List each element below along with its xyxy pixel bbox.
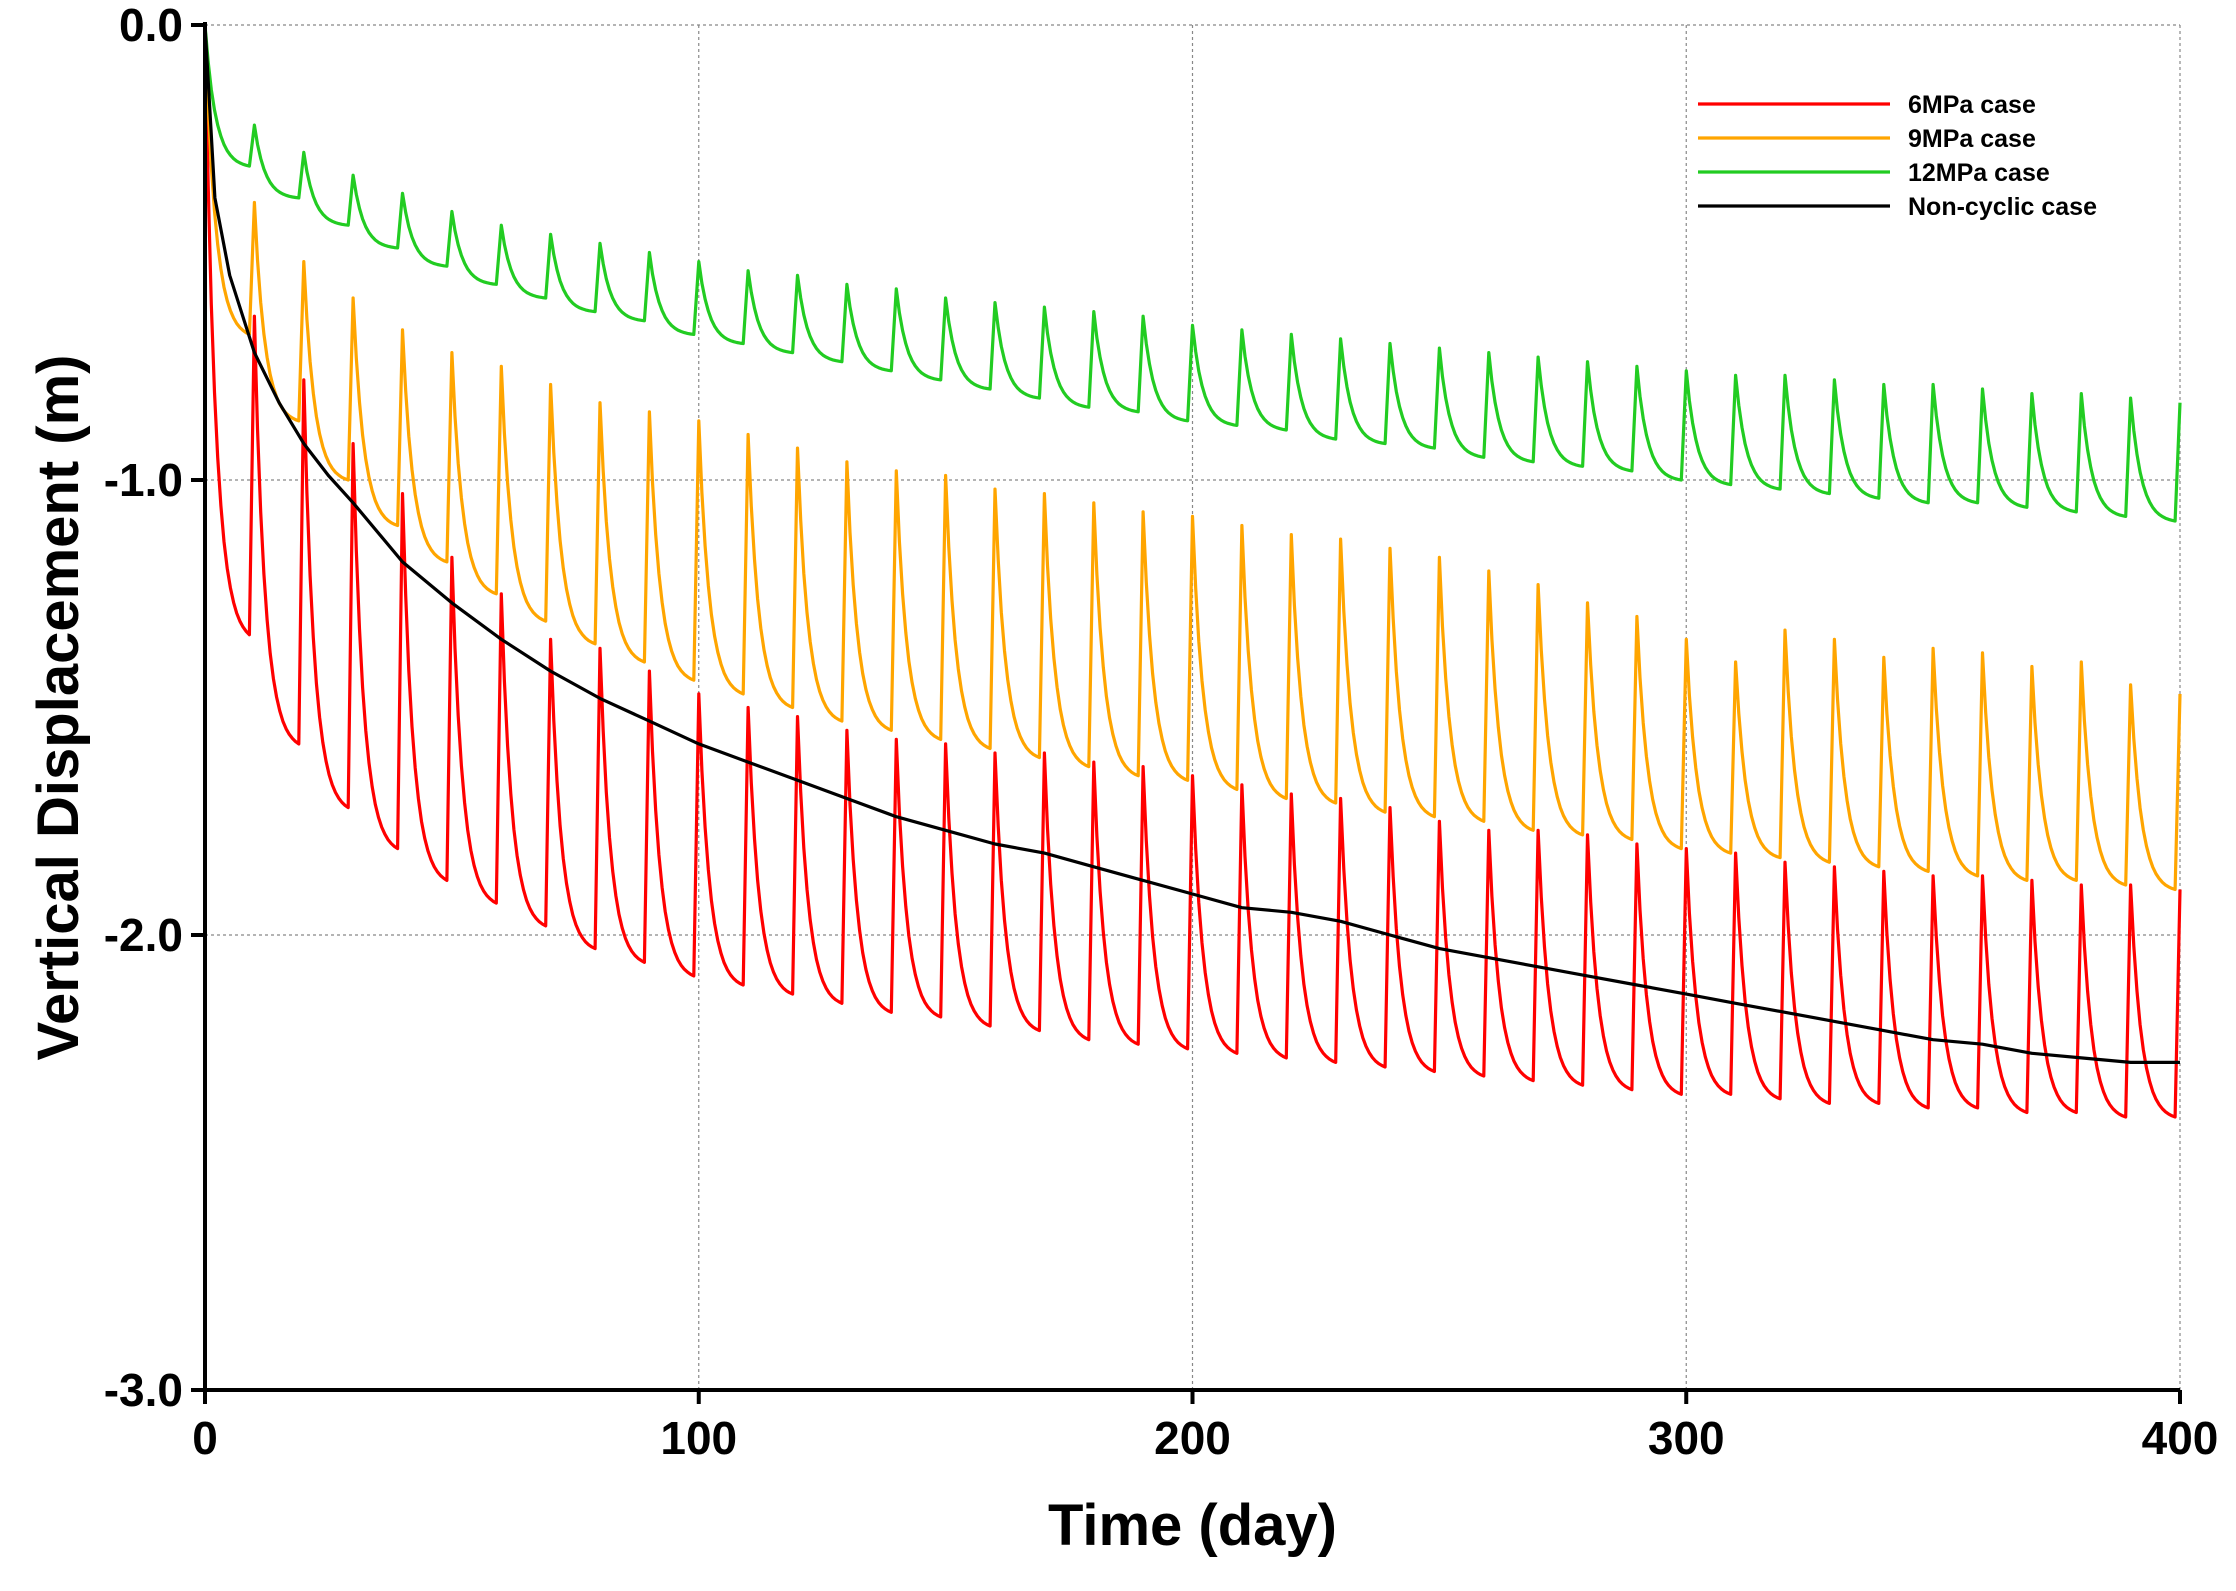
- y-axis-title: Vertical Displacement (m): [26, 355, 91, 1061]
- legend-label-9mpa-case: 9MPa case: [1908, 125, 2036, 153]
- plot-area: [203, 24, 2182, 1119]
- axes: 0 100 200 300 400 0.0 -1.0 -2.0 -3.0: [104, 0, 2219, 1464]
- y-tick-label--3.0: -3.0: [104, 1364, 183, 1416]
- x-tick-label-300: 300: [1648, 1412, 1725, 1464]
- legend-label-non-cyclic-case: Non-cyclic case: [1908, 193, 2097, 221]
- series-line-9mpa-case: [203, 24, 2182, 892]
- series-line-12mpa-case: [203, 24, 2182, 523]
- legend: 6MPa case 9MPa case 12MPa case Non-cyclic c…: [1698, 91, 2097, 221]
- series-line-6mpa-case: [203, 24, 2182, 1119]
- x-tick-label-0: 0: [192, 1412, 218, 1464]
- y-tick-label-0.0: 0.0: [119, 0, 183, 51]
- series-line-non-cyclic-case: [203, 24, 2180, 1064]
- x-tick-label-400: 400: [2142, 1412, 2219, 1464]
- x-tick-label-100: 100: [660, 1412, 737, 1464]
- x-axis-title: Time (day): [1048, 1493, 1337, 1558]
- y-tick-label--1.0: -1.0: [104, 454, 183, 506]
- grid: [205, 24, 2181, 1390]
- legend-label-6mpa-case: 6MPa case: [1908, 91, 2036, 119]
- x-tick-label-200: 200: [1154, 1412, 1231, 1464]
- legend-label-12mpa-case: 12MPa case: [1908, 159, 2050, 187]
- y-tick-label--2.0: -2.0: [104, 909, 183, 961]
